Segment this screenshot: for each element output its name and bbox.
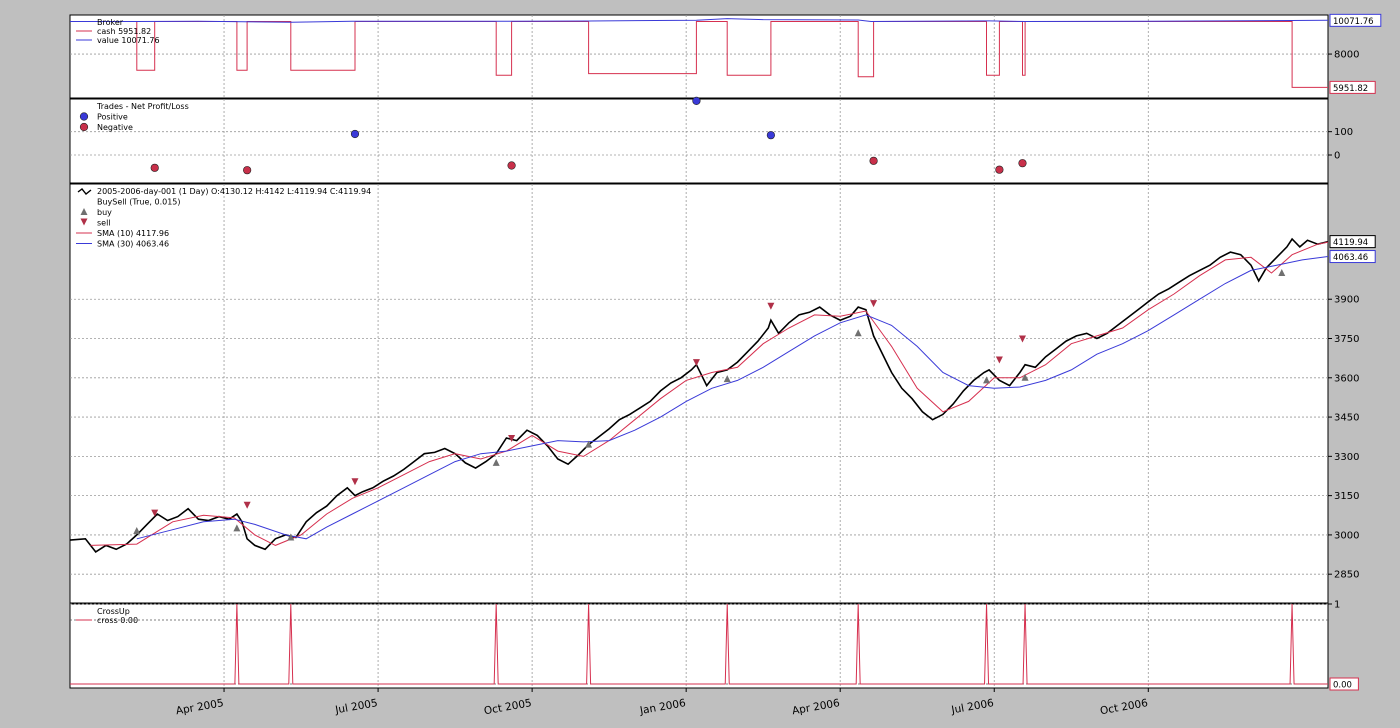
last-value-tag: 4063.46	[1329, 250, 1376, 264]
buy-marker	[723, 375, 731, 383]
y-tick-label: 3900	[1334, 295, 1359, 306]
legend-title: 2005-2006-day-001 (1 Day) O:4130.12 H:41…	[97, 187, 371, 196]
sell-marker	[767, 302, 775, 310]
negative-trade-point	[869, 156, 878, 165]
y-tick-label: 3750	[1334, 334, 1359, 345]
sell-marker	[508, 435, 516, 443]
positive-trade-point	[350, 129, 360, 139]
negative-trade-point	[507, 161, 516, 170]
buy-marker	[983, 376, 991, 384]
sma-30--line	[136, 256, 1329, 540]
last-value-tag-box	[1329, 677, 1359, 691]
buy-marker	[1021, 373, 1029, 381]
buy-marker	[133, 526, 141, 534]
legend-label: sell	[97, 219, 111, 228]
price-panel: 2850 3000 3150 3300 3450 3600 3750 3900 4119.94 4…	[69, 183, 1376, 604]
legend-title: Broker	[97, 18, 124, 27]
last-value-tag-box	[1329, 250, 1376, 264]
y-tick-label: 8000	[1334, 50, 1359, 61]
y-tick-label: 100	[1334, 127, 1353, 138]
sell-marker	[151, 509, 159, 517]
y-tick-label: 0	[1334, 151, 1340, 162]
legend-label: SMA (10) 4117.96	[97, 229, 169, 238]
trades-panel-frame	[69, 98, 1329, 184]
y-tick-label: 3150	[1334, 491, 1359, 502]
legend-title: Trades - Net Profit/Loss	[96, 102, 189, 111]
buy-marker	[1278, 269, 1286, 277]
legend-label: SMA (30) 4063.46	[97, 240, 169, 249]
buy-marker	[233, 524, 241, 532]
last-value-tag-text: 4063.46	[1333, 253, 1368, 263]
crossup-panel-frame	[69, 603, 1329, 689]
last-value-tag-text: 5951.82	[1333, 84, 1368, 94]
sell-marker	[243, 501, 251, 509]
negative-trade-point	[243, 166, 252, 175]
y-tick-label: 2850	[1334, 570, 1359, 581]
y-tick-label: 3450	[1334, 413, 1359, 424]
legend-label: Negative	[97, 123, 133, 132]
last-value-tag: 4119.94	[1329, 235, 1376, 249]
last-value-tag-box	[1329, 80, 1376, 94]
value-line	[70, 18, 1329, 23]
legend-label: buy	[97, 208, 112, 217]
broker-panel-frame	[69, 14, 1329, 99]
sell-marker	[995, 356, 1003, 364]
y-tick-label: 3300	[1334, 452, 1359, 463]
y-tick-label: 3000	[1334, 530, 1359, 541]
last-value-tag: 0.00	[1329, 677, 1359, 691]
price-line	[69, 237, 1329, 553]
legend-label: Positive	[97, 113, 128, 122]
buy-marker	[287, 533, 295, 541]
last-value-tag: 5951.82	[1329, 80, 1376, 94]
last-value-tag-box	[1329, 13, 1382, 27]
negative-trade-point	[150, 163, 159, 172]
legend-label: value 10071.76	[97, 36, 160, 45]
buy-marker	[854, 329, 862, 337]
legend-price-swatch	[77, 188, 92, 195]
price-panel-frame	[69, 183, 1329, 604]
legend-label: cross 0.00	[97, 616, 138, 625]
legend-title: CrossUp	[97, 607, 130, 616]
buy-marker	[585, 440, 593, 448]
legend-marker	[79, 122, 89, 132]
y-tick-label: 1	[1334, 600, 1340, 611]
trades-panel: 0 100 Trades - Net Profit/Loss PositiveNega…	[69, 96, 1353, 184]
sell-marker	[1018, 335, 1026, 343]
price-legend: 2005-2006-day-001 (1 Day) O:4130.12 H:41…	[76, 187, 371, 249]
sell-marker	[692, 359, 700, 367]
last-value-tag-text: 0.00	[1333, 681, 1352, 691]
legend-label: cash 5951.82	[97, 27, 151, 36]
last-value-tag: 10071.76	[1329, 13, 1382, 27]
legend-label: BuySell (True, 0.015)	[97, 198, 181, 207]
last-value-tag-box	[1329, 235, 1376, 249]
y-tick-label: 3600	[1334, 373, 1359, 384]
last-value-tag-text: 10071.76	[1333, 17, 1374, 27]
buy-marker	[492, 458, 500, 466]
legend-sell-marker	[80, 218, 88, 226]
positive-trade-point	[692, 96, 701, 105]
legend-marker	[79, 112, 89, 121]
negative-trade-point	[995, 165, 1004, 174]
sell-marker	[870, 300, 878, 308]
sell-marker	[351, 478, 359, 486]
negative-trade-point	[1018, 159, 1027, 168]
last-value-tag-text: 4119.94	[1333, 238, 1368, 248]
positive-trade-point	[766, 131, 775, 140]
crossup-line	[70, 603, 1328, 685]
sma-10--line	[90, 241, 1329, 546]
legend-buy-marker	[80, 208, 88, 215]
